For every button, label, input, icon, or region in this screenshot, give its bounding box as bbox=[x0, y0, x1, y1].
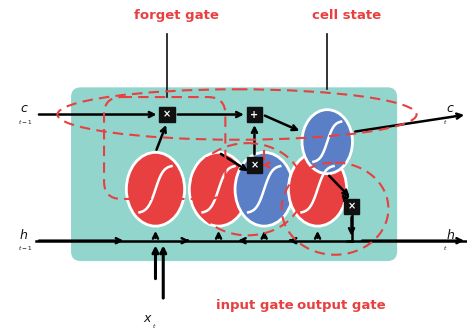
Text: $_{t}$: $_{t}$ bbox=[443, 118, 447, 127]
Text: ×: × bbox=[250, 160, 258, 170]
Text: $_{t-1}$: $_{t-1}$ bbox=[18, 244, 32, 253]
Ellipse shape bbox=[190, 152, 248, 226]
Text: $c$: $c$ bbox=[446, 102, 455, 115]
Text: +: + bbox=[250, 110, 258, 119]
Text: cell state: cell state bbox=[312, 9, 381, 22]
Text: input gate: input gate bbox=[216, 299, 293, 312]
Text: $x$: $x$ bbox=[143, 312, 153, 325]
Text: $h$: $h$ bbox=[19, 228, 28, 242]
Text: output gate: output gate bbox=[298, 299, 386, 312]
Ellipse shape bbox=[235, 152, 293, 226]
Text: forget gate: forget gate bbox=[135, 9, 219, 22]
Bar bbox=[344, 199, 359, 214]
Ellipse shape bbox=[127, 152, 184, 226]
FancyBboxPatch shape bbox=[71, 87, 397, 261]
Ellipse shape bbox=[302, 110, 353, 174]
Text: ×: × bbox=[163, 110, 171, 119]
Bar bbox=[159, 107, 175, 122]
Text: $c$: $c$ bbox=[19, 102, 28, 115]
Ellipse shape bbox=[289, 152, 346, 226]
Text: ×: × bbox=[347, 202, 356, 212]
Bar bbox=[246, 157, 262, 173]
Text: $h$: $h$ bbox=[446, 228, 455, 242]
Bar bbox=[246, 107, 262, 122]
Text: $_{t}$: $_{t}$ bbox=[152, 322, 156, 331]
Text: $_{t}$: $_{t}$ bbox=[443, 244, 447, 253]
Text: $_{t-1}$: $_{t-1}$ bbox=[18, 118, 32, 127]
